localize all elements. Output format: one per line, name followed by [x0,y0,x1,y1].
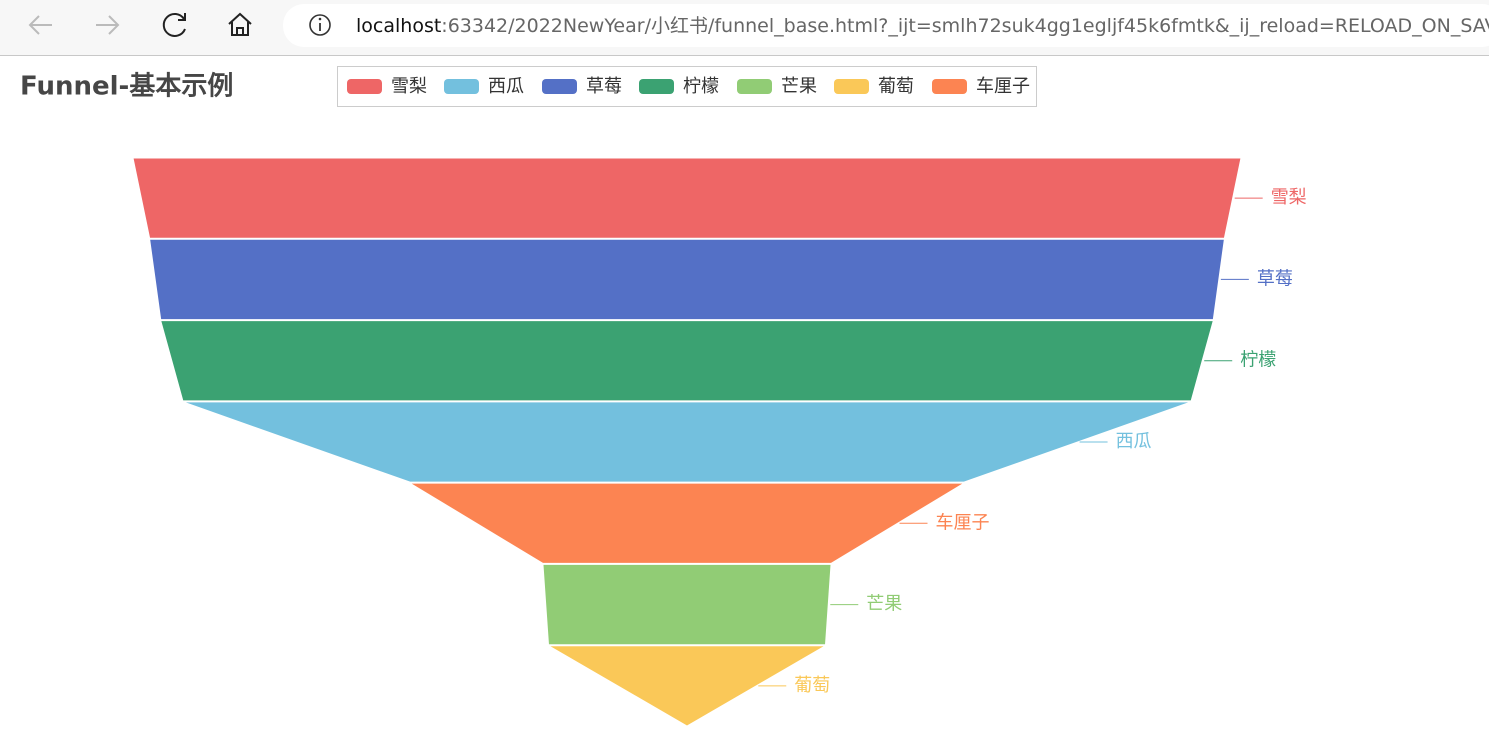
legend-swatch [834,79,869,94]
segment-label: 芒果 [866,594,902,615]
url[interactable]: localhost:63342/2022NewYear/小红书/funnel_b… [356,15,1489,37]
funnel-segment [149,238,1225,321]
home-button[interactable] [228,12,252,36]
legend-box [337,66,1037,107]
legend-label: 葡萄 [878,76,914,97]
segment-label: 柠檬 [1240,350,1276,371]
legend-label: 雪梨 [391,76,427,97]
url-path: :63342/2022NewYear/小红书/funnel_base.html?… [441,15,1489,37]
legend-swatch [542,79,577,94]
reload-button[interactable] [162,12,186,37]
forward-button[interactable] [96,15,120,35]
legend-swatch [639,79,674,94]
legend-label: 芒果 [781,76,817,97]
legend-label: 车厘子 [976,76,1030,97]
address-bar[interactable] [283,4,1489,47]
legend-label: 柠檬 [683,76,719,97]
segment-label: 葡萄 [794,675,830,696]
funnel-segment [546,645,828,727]
segment-label: 西瓜 [1116,431,1152,452]
legend-label: 西瓜 [488,76,524,97]
funnel-segment [132,157,1242,239]
legend-swatch [444,79,479,94]
segment-label: 车厘子 [936,512,990,533]
segment-label: 草莓 [1257,268,1293,289]
funnel-segment [408,482,966,564]
funnel-segment [542,563,832,646]
legend-swatch [347,79,382,94]
funnel-segment [160,320,1214,402]
segment-label: 雪梨 [1271,187,1307,208]
chart-title: Funnel-基本示例 [20,72,233,102]
legend-swatch [932,79,967,94]
url-host: localhost [356,15,441,37]
info-icon[interactable] [309,14,331,36]
funnel-segment [182,401,1192,483]
legend-swatch [737,79,772,94]
back-button[interactable] [28,15,52,35]
legend-label: 草莓 [586,76,622,97]
